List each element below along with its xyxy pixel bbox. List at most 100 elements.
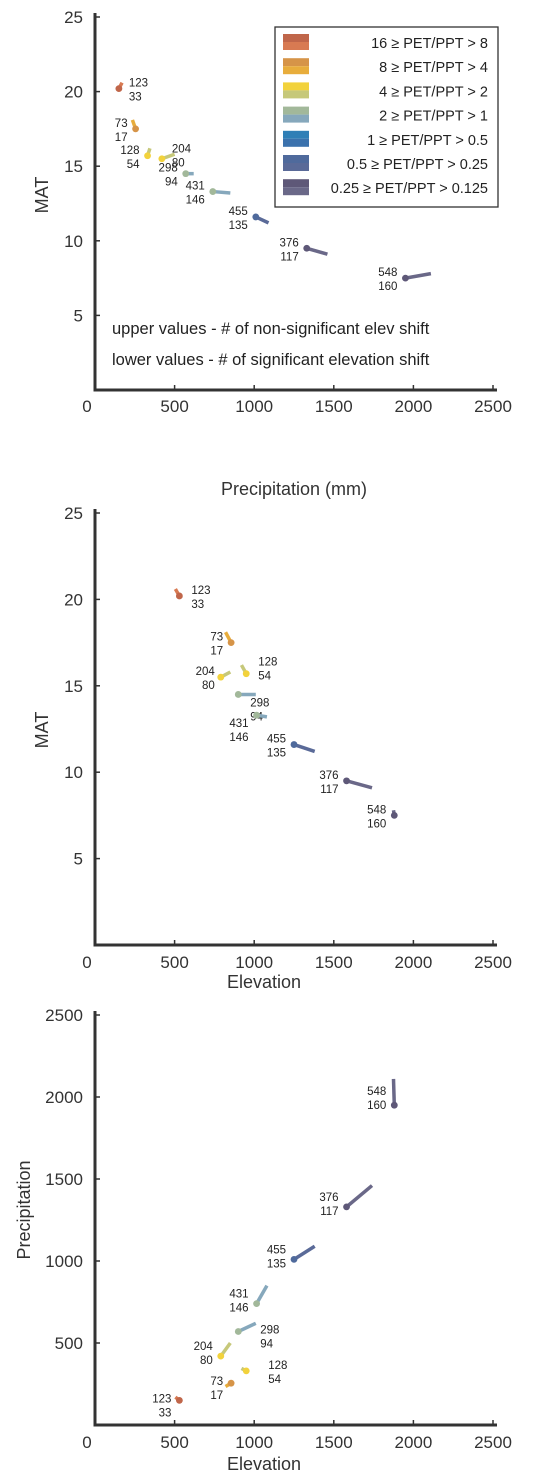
shift-segment [293, 1244, 316, 1261]
upper-count-label: 431 [186, 181, 205, 193]
shift-segment [405, 271, 432, 280]
data-point [175, 592, 183, 600]
y-tick-label: 25 [64, 8, 83, 27]
y-tick-label: 15 [64, 157, 83, 176]
y-tick-label: 5 [74, 306, 83, 325]
legend-swatch [283, 34, 309, 42]
lower-count-label: 135 [267, 748, 286, 760]
lower-count-label: 160 [367, 818, 386, 830]
legend-swatch [283, 114, 309, 123]
lower-count-label: 117 [320, 784, 338, 796]
upper-count-label: 128 [120, 145, 139, 157]
upper-count-label: 128 [268, 1360, 287, 1372]
shift-segment [255, 1284, 269, 1305]
lower-count-label: 135 [267, 1258, 286, 1270]
shift-segment [346, 779, 373, 790]
legend-label: 0.5 ≥ PET/PPT > 0.25 [347, 157, 488, 173]
y-axis-label: MAT [32, 177, 52, 214]
y-tick-label: 25 [64, 504, 83, 523]
x-tick-label: 2000 [394, 397, 432, 416]
upper-count-label: 298 [250, 697, 269, 709]
data-point [390, 812, 398, 819]
y-tick-label: 2500 [45, 1006, 83, 1025]
legend-swatch [283, 42, 309, 50]
data-point [253, 1300, 260, 1308]
data-point [227, 639, 235, 646]
x-tick-label: 1500 [315, 1433, 353, 1452]
upper-count-label: 431 [229, 718, 248, 730]
lower-count-label: 33 [129, 92, 142, 104]
upper-count-label: 376 [319, 1192, 338, 1204]
upper-count-label: 376 [280, 237, 299, 249]
lower-count-label: 117 [280, 251, 298, 263]
upper-count-label: 128 [258, 657, 277, 669]
x-tick-label: 1500 [315, 397, 353, 416]
data-point [343, 777, 350, 785]
lower-count-label: 146 [186, 195, 205, 207]
legend-label: 1 ≥ PET/PPT > 0.5 [367, 133, 488, 149]
data-point [252, 213, 260, 221]
shift-segment [391, 1078, 397, 1106]
legend-label: 0.25 ≥ PET/PPT > 0.125 [331, 181, 488, 197]
y-tick-label: 15 [64, 677, 83, 696]
y-axis-label: MAT [32, 712, 52, 749]
legend-label: 8 ≥ PET/PPT > 4 [379, 60, 488, 76]
x-tick-label: 2500 [474, 397, 512, 416]
upper-count-label: 548 [378, 267, 397, 279]
lower-count-label: 33 [191, 599, 204, 611]
x-axis-label: Elevation [227, 972, 301, 992]
data-point [158, 155, 166, 163]
lower-count-label: 146 [229, 1303, 248, 1315]
x-tick-label: 500 [160, 397, 188, 416]
legend-swatch [283, 179, 309, 188]
shift-segment [293, 742, 316, 754]
lower-count-label: 54 [127, 159, 140, 171]
data-point [115, 85, 123, 93]
legend-swatch [283, 138, 309, 147]
data-point [217, 673, 225, 681]
upper-count-label: 376 [319, 770, 338, 782]
lower-count-label: 33 [159, 1407, 172, 1419]
upper-count-label: 431 [229, 1289, 248, 1301]
x-tick-label: 0 [82, 953, 91, 972]
y-axis-label: Precipitation [14, 1160, 34, 1259]
data-point [290, 741, 298, 748]
upper-count-label: 123 [129, 78, 148, 90]
data-point [253, 711, 260, 719]
shift-segment [345, 1184, 374, 1209]
upper-count-label: 455 [267, 734, 286, 746]
upper-count-label: 204 [196, 666, 216, 678]
upper-count-label: 455 [267, 1244, 286, 1256]
data-point [303, 244, 311, 252]
data-point [182, 170, 190, 178]
data-point [132, 125, 139, 133]
y-tick-label: 20 [64, 590, 83, 609]
legend-label: 4 ≥ PET/PPT > 2 [379, 84, 488, 100]
legend-label: 16 ≥ PET/PPT > 8 [371, 36, 488, 52]
data-point [242, 1367, 250, 1375]
lower-count-label: 17 [210, 1390, 223, 1402]
lower-count-label: 160 [378, 281, 397, 293]
legend-label: 2 ≥ PET/PPT > 1 [379, 109, 488, 125]
data-point [402, 274, 409, 282]
x-tick-label: 0 [82, 1433, 91, 1452]
upper-count-label: 298 [159, 163, 178, 175]
lower-count-label: 94 [260, 1339, 273, 1351]
x-tick-label: 500 [160, 1433, 188, 1452]
x-tick-label: 2000 [394, 1433, 432, 1452]
data-point [175, 1397, 183, 1404]
x-tick-label: 2500 [474, 953, 512, 972]
x-axis-label: Elevation [227, 1454, 301, 1474]
legend-swatch [283, 163, 309, 171]
legend-swatch [283, 187, 309, 196]
y-tick-label: 20 [64, 83, 83, 102]
x-tick-label: 2500 [474, 1433, 512, 1452]
lower-count-label: 117 [320, 1206, 338, 1218]
legend-swatch [283, 66, 309, 75]
data-point [234, 691, 242, 698]
lower-count-label: 80 [202, 680, 215, 692]
lower-count-label: 54 [258, 671, 271, 683]
annotation-upper-values: upper values - # of non-significant elev… [112, 320, 430, 338]
upper-count-label: 455 [229, 206, 248, 218]
